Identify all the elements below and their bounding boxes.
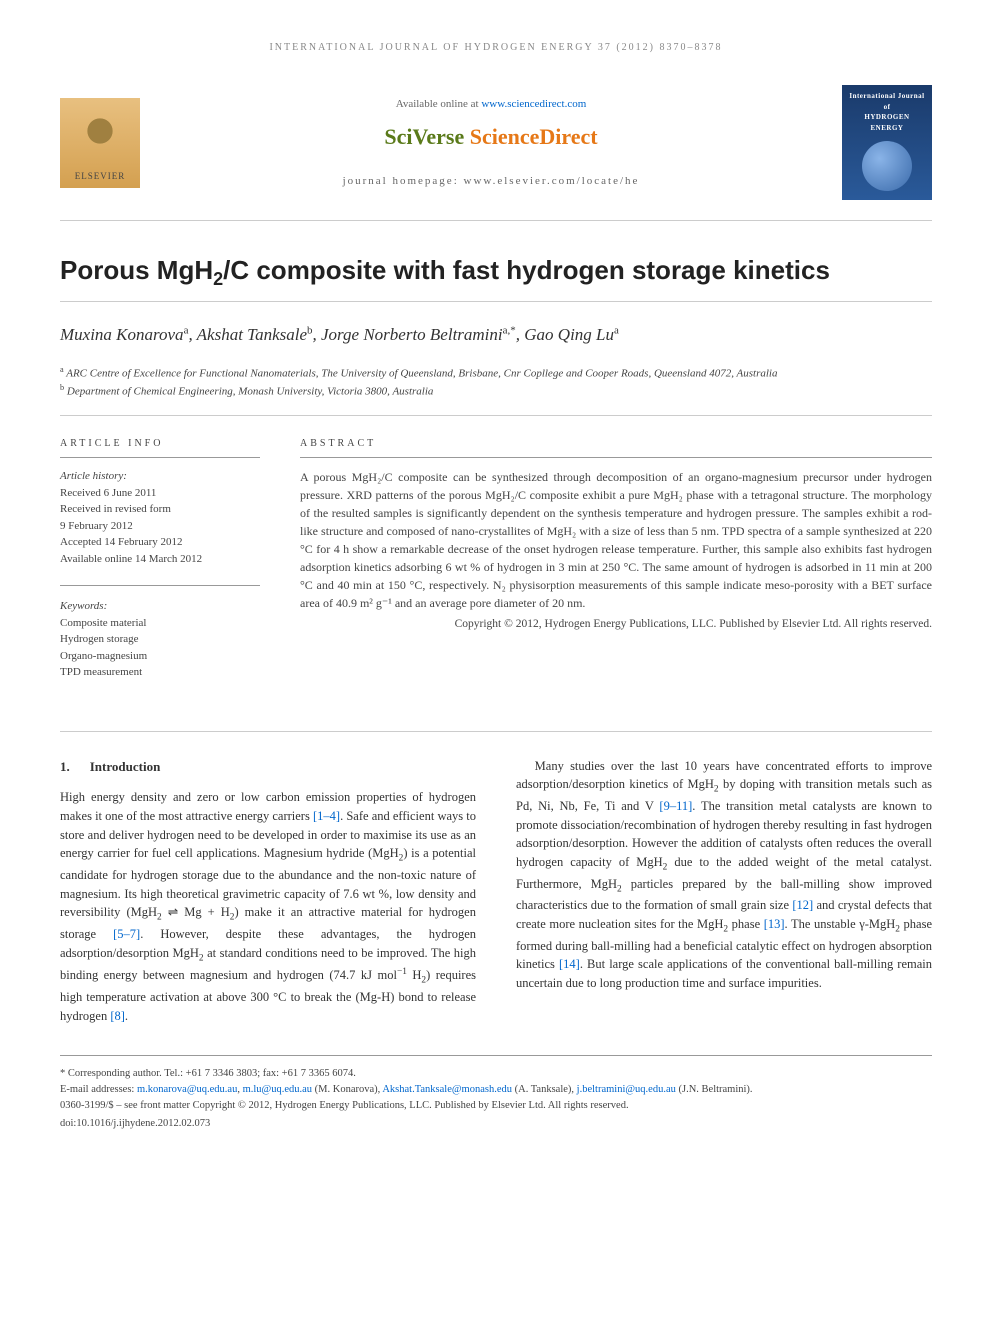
ref-link[interactable]: [13]	[764, 917, 785, 931]
body-columns: 1. Introduction High energy density and z…	[60, 757, 932, 1026]
brand-part1: SciVerse	[384, 124, 469, 149]
body-col-right: Many studies over the last 10 years have…	[516, 757, 932, 1026]
email-link[interactable]: m.lu@uq.edu.au	[243, 1084, 312, 1095]
ref-link[interactable]: [1–4]	[313, 809, 340, 823]
email-link[interactable]: Akshat.Tanksale@monash.edu	[382, 1084, 512, 1095]
issn-line: 0360-3199/$ – see front matter Copyright…	[60, 1098, 932, 1114]
banner-center: Available online at www.sciencedirect.co…	[160, 96, 822, 190]
section-1-heading: 1. Introduction	[60, 757, 476, 777]
available-prefix: Available online at	[396, 98, 482, 110]
affiliation-b: b Department of Chemical Engineering, Mo…	[60, 382, 932, 400]
history-line: 9 February 2012	[60, 518, 260, 535]
abstract: ABSTRACT A porous MgH₂/C composite can b…	[300, 436, 932, 681]
elsevier-logo: ELSEVIER	[60, 98, 140, 188]
ref-link[interactable]: [8]	[110, 1009, 125, 1023]
section-title: Introduction	[90, 759, 161, 774]
sciencedirect-link[interactable]: www.sciencedirect.com	[481, 98, 586, 110]
abstract-text: A porous MgH₂/C composite can be synthes…	[300, 468, 932, 612]
history-line: Accepted 14 February 2012	[60, 534, 260, 551]
sciverse-brand: SciVerse ScienceDirect	[160, 120, 822, 153]
keyword: Hydrogen storage	[60, 631, 260, 648]
author-1: Muxina Konarova	[60, 325, 184, 344]
intro-para-1: High energy density and zero or low carb…	[60, 788, 476, 1025]
footnotes: * Corresponding author. Tel.: +61 7 3346…	[60, 1055, 932, 1131]
cover-line3: ENERGY	[848, 123, 926, 134]
running-head: INTERNATIONAL JOURNAL OF HYDROGEN ENERGY…	[60, 40, 932, 55]
author-4: Gao Qing Lu	[524, 325, 614, 344]
abstract-heading: ABSTRACT	[300, 436, 932, 458]
globe-icon	[862, 141, 912, 191]
journal-homepage: journal homepage: www.elsevier.com/locat…	[160, 173, 822, 190]
cover-line2: HYDROGEN	[848, 112, 926, 123]
email-addresses: E-mail addresses: m.konarova@uq.edu.au, …	[60, 1082, 932, 1098]
email-link[interactable]: m.konarova@uq.edu.au	[137, 1084, 237, 1095]
history-line: Received 6 June 2011	[60, 485, 260, 502]
email-who: (M. Konarova),	[312, 1084, 382, 1095]
history-line: Available online 14 March 2012	[60, 551, 260, 568]
available-online-text: Available online at www.sciencedirect.co…	[160, 96, 822, 113]
doi: doi:10.1016/j.ijhydene.2012.02.073	[60, 1116, 932, 1132]
publisher-name: ELSEVIER	[75, 170, 126, 184]
article-info: ARTICLE INFO Article history: Received 6…	[60, 436, 260, 681]
email-who: (J.N. Beltramini).	[676, 1084, 753, 1095]
keywords-block: Keywords: Composite material Hydrogen st…	[60, 598, 260, 681]
article-history: Article history: Received 6 June 2011 Re…	[60, 468, 260, 567]
email-link[interactable]: j.beltramini@uq.edu.au	[577, 1084, 676, 1095]
article-title: Porous MgH2/C composite with fast hydrog…	[60, 251, 932, 302]
article-info-heading: ARTICLE INFO	[60, 436, 260, 458]
author-2: Akshat Tanksale	[197, 325, 307, 344]
ref-link[interactable]: [14]	[559, 957, 580, 971]
abstract-copyright: Copyright © 2012, Hydrogen Energy Public…	[300, 616, 932, 633]
ref-link[interactable]: [9–11]	[659, 799, 692, 813]
history-label: Article history:	[60, 468, 260, 485]
authors: Muxina Konarovaa, Akshat Tanksaleb, Jorg…	[60, 322, 932, 348]
ref-link[interactable]: [5–7]	[113, 927, 140, 941]
cover-line1: International Journal of	[848, 91, 926, 112]
brand-part2: ScienceDirect	[470, 124, 598, 149]
ref-link[interactable]: [12]	[792, 898, 813, 912]
keyword: Organo-magnesium	[60, 648, 260, 665]
elsevier-tree-icon	[75, 109, 125, 164]
keywords-label: Keywords:	[60, 598, 260, 615]
corresponding-author: * Corresponding author. Tel.: +61 7 3346…	[60, 1066, 932, 1082]
section-number: 1.	[60, 759, 70, 774]
affiliation-a: a ARC Centre of Excellence for Functiona…	[60, 364, 932, 382]
section-divider	[60, 731, 932, 732]
keyword: Composite material	[60, 615, 260, 632]
top-banner: ELSEVIER Available online at www.science…	[60, 75, 932, 221]
history-line: Received in revised form	[60, 501, 260, 518]
keyword: TPD measurement	[60, 664, 260, 681]
email-who: (A. Tanksale),	[512, 1084, 577, 1095]
emails-label: E-mail addresses:	[60, 1084, 137, 1095]
body-col-left: 1. Introduction High energy density and z…	[60, 757, 476, 1026]
journal-cover: International Journal of HYDROGEN ENERGY	[842, 85, 932, 200]
intro-para-2: Many studies over the last 10 years have…	[516, 757, 932, 993]
author-3: Jorge Norberto Beltramini	[321, 325, 503, 344]
affiliations: a ARC Centre of Excellence for Functiona…	[60, 364, 932, 416]
